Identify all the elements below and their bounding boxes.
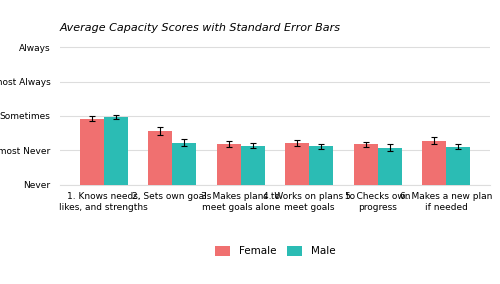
Bar [422,141,446,185]
Bar [446,147,470,185]
Bar [354,145,378,185]
Bar [378,147,402,185]
Legend: Female, Male: Female, Male [210,242,340,261]
Bar [240,146,264,185]
Bar [310,146,334,185]
Bar [80,119,104,185]
Bar [172,143,196,185]
Bar [148,131,172,185]
Text: Average Capacity Scores with Standard Error Bars: Average Capacity Scores with Standard Er… [60,23,341,33]
Bar [216,144,240,185]
Bar [104,117,128,185]
Bar [286,143,310,185]
